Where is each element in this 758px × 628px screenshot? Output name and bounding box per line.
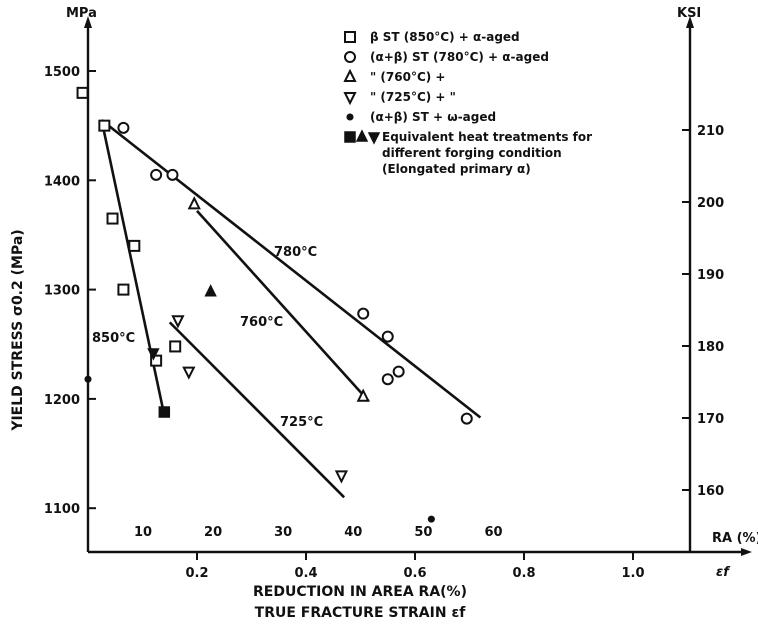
strain-tick-label: 0.8	[512, 566, 535, 581]
legend-marker	[344, 51, 356, 63]
y-tick-label: 1500	[44, 65, 80, 80]
ra-tick-label: 20	[204, 525, 222, 540]
data-point	[150, 168, 163, 181]
ksi-tick-label: 200	[697, 196, 724, 211]
legend: β ST (850°C) + α-aged (α+β) ST (780°C) + …	[343, 30, 592, 176]
data-point	[381, 330, 394, 343]
right-axis-unit: KSI	[677, 6, 701, 21]
strain-tick-label: 0.2	[185, 566, 208, 581]
data-point	[158, 406, 171, 418]
ticks: 1100 1200 1300 1400 1500 160 170 180 190 200 210 0.…	[44, 65, 724, 581]
data-point	[147, 348, 160, 361]
fit-line	[168, 321, 346, 499]
fit-line	[196, 210, 370, 402]
y-axis-title: YIELD STRESS σ0.2 (MPa)	[10, 229, 26, 431]
strain-axis-label: εf	[716, 565, 731, 580]
ra-tick-label: 40	[344, 525, 362, 540]
data-point	[392, 365, 405, 378]
legend-marker	[367, 132, 381, 145]
data-point	[356, 388, 370, 402]
strain-tick-label: 0.4	[294, 566, 317, 581]
y-tick-label: 1300	[44, 284, 80, 299]
ksi-tick-label: 170	[697, 412, 724, 427]
data-point	[427, 515, 435, 523]
y-tick-label: 1100	[44, 502, 80, 517]
legend-marker	[355, 129, 369, 142]
ksi-tick-label: 160	[697, 484, 724, 499]
data-point	[460, 412, 473, 425]
ksi-tick-label: 210	[697, 124, 724, 139]
data-point	[357, 307, 370, 320]
strain-tick-label: 1.0	[621, 566, 644, 581]
legend-marker	[343, 92, 357, 106]
data-point	[166, 168, 179, 181]
ksi-tick-label: 190	[697, 268, 724, 283]
fit-line-label: 760°C	[240, 315, 283, 330]
fit-line-label: 850°C	[92, 331, 135, 346]
data-point	[187, 196, 201, 210]
data-point	[150, 354, 163, 367]
legend-label: " (760°C) +	[370, 70, 446, 84]
ra-tick-label: 60	[484, 525, 502, 540]
data-point	[76, 86, 89, 99]
fit-line-label: 725°C	[280, 415, 323, 430]
ra-tick-label: 50	[414, 525, 432, 540]
data-point	[117, 121, 130, 134]
x-axis-title-line1: REDUCTION IN AREA RA(%)	[253, 584, 467, 600]
left-axis-arrow	[84, 16, 92, 28]
right-axis-arrow	[686, 16, 694, 28]
legend-label: (α+β) ST + ω-aged	[370, 110, 496, 124]
data-points	[76, 86, 473, 523]
legend-label: " (725°C) + "	[370, 90, 456, 104]
strain-tick-label: 0.6	[403, 566, 426, 581]
legend-marker	[344, 131, 356, 143]
x-axis-title-line2: TRUE FRACTURE STRAIN εf	[255, 605, 467, 621]
y-tick-label: 1400	[44, 174, 80, 189]
ra-axis-label: RA (%)	[712, 531, 758, 546]
data-point	[117, 283, 130, 296]
data-point	[128, 239, 141, 252]
data-point	[98, 119, 111, 132]
ksi-tick-label: 180	[697, 340, 724, 355]
data-point	[106, 212, 119, 225]
ra-tick-label: 10	[134, 525, 152, 540]
legend-label: β ST (850°C) + α-aged	[370, 30, 520, 44]
x-axis-arrow	[741, 548, 752, 556]
fit-line	[100, 119, 482, 419]
legend-label: (α+β) ST (780°C) + α-aged	[370, 50, 549, 64]
ra-tick-label: 30	[274, 525, 292, 540]
fit-line	[100, 119, 166, 416]
data-point	[84, 375, 92, 383]
y-tick-label: 1200	[44, 393, 80, 408]
data-point	[182, 366, 196, 380]
data-point	[171, 315, 185, 329]
legend-label: Equivalent heat treatments for different …	[382, 130, 592, 176]
data-point	[381, 373, 394, 386]
legend-marker	[344, 31, 356, 43]
left-axis-unit: MPa	[66, 6, 97, 21]
data-point	[169, 340, 182, 353]
data-point	[334, 470, 349, 484]
legend-marker	[343, 68, 357, 82]
data-point	[204, 284, 217, 297]
fit-lines: 850°C 780°C 760°C 725°C	[92, 119, 482, 499]
legend-marker	[346, 113, 354, 121]
fit-line-label: 780°C	[274, 245, 317, 260]
